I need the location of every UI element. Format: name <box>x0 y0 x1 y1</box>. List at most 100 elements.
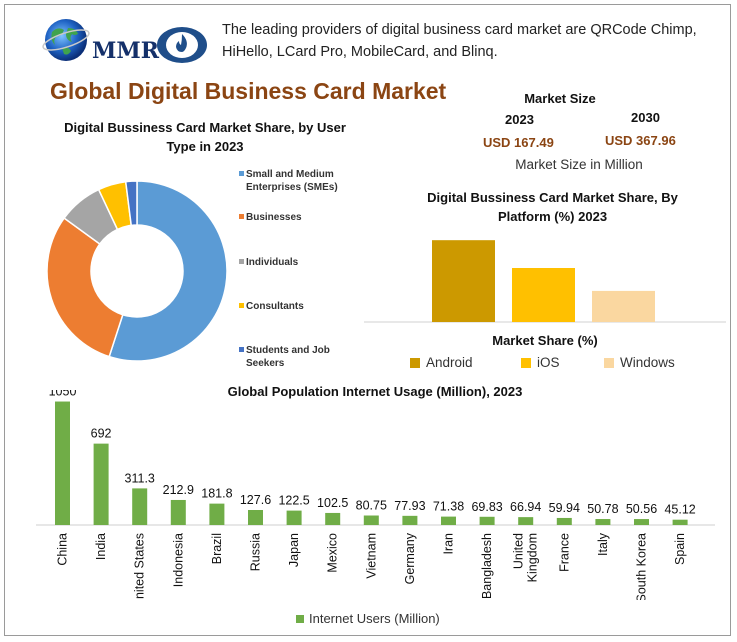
internet-category-label: Indonesia <box>171 533 185 587</box>
legend-swatch <box>239 303 244 308</box>
internet-category-label: Brazil <box>210 533 224 564</box>
flame-logo-icon <box>157 27 207 63</box>
internet-bar-value-label: 80.75 <box>356 499 387 513</box>
donut-legend-item-smes: Small and Medium Enterprises (SMEs) <box>239 168 346 194</box>
internet-category-label-text: Spain <box>673 533 687 565</box>
internet-bar <box>402 515 418 525</box>
internet-bar <box>672 519 688 525</box>
internet-bar <box>132 488 148 525</box>
internet-category-label: United Kingdom <box>512 533 540 582</box>
internet-category-label: Russia <box>249 533 263 571</box>
internet-category-label-text: United States <box>133 533 147 600</box>
platform-bar <box>512 268 575 322</box>
legend-swatch <box>239 214 244 219</box>
internet-bar-value-label: 181.8 <box>201 487 232 501</box>
internet-category-label-text: Mexico <box>326 533 340 573</box>
internet-bar <box>286 510 302 525</box>
internet-bar-value-label: 311.3 <box>125 471 155 485</box>
internet-bar <box>556 517 572 525</box>
market-size-year-start: 2023 <box>505 112 534 127</box>
donut-legend-item-businesses: Businesses <box>239 211 302 224</box>
internet-category-label-text: Germany <box>403 532 417 584</box>
internet-bar <box>248 509 263 525</box>
internet-bar-value-label: 692 <box>91 427 112 441</box>
legend-label: Businesses <box>246 212 302 223</box>
internet-bar <box>209 503 225 525</box>
infographic-frame <box>4 4 731 636</box>
internet-category-label: Japan <box>287 533 301 567</box>
legend-swatch <box>296 615 304 623</box>
legend-label: Small and Medium Enterprises (SMEs) <box>246 169 338 193</box>
platform-chart-xlabel: Market Share (%) <box>492 333 598 348</box>
legend-label: Students and Job Seekers <box>246 345 330 369</box>
platform-legend-android: Android <box>410 355 473 370</box>
internet-chart-title: Global Population Internet Usage (Millio… <box>227 384 523 399</box>
legend-label: Windows <box>620 355 675 370</box>
internet-bar-value-label: 59.94 <box>549 501 580 515</box>
legend-label: Internet Users (Million) <box>309 611 440 626</box>
platform-legend-ios: iOS <box>521 355 560 370</box>
legend-swatch <box>521 358 531 368</box>
market-size-year-end: 2030 <box>631 110 660 125</box>
globe-logo-icon <box>42 19 90 61</box>
internet-bar-value-label: 212.9 <box>163 483 194 497</box>
donut-chart <box>46 180 228 362</box>
internet-bar <box>634 519 649 525</box>
legend-swatch <box>410 358 420 368</box>
internet-category-label-text: Russia <box>249 533 263 571</box>
donut-legend-item-consultants: Consultants <box>239 300 304 313</box>
donut-chart-title: Digital Bussiness Card Market Share, by … <box>64 120 346 154</box>
internet-category-label-text: China <box>56 533 70 566</box>
internet-category-label-text: France <box>557 533 571 572</box>
internet-bar-value-label: 102.5 <box>317 496 348 510</box>
logo-text: MMR <box>92 38 159 64</box>
internet-bar-value-label: 69.83 <box>471 500 502 514</box>
internet-category-label: China <box>56 533 70 566</box>
internet-bar <box>170 499 186 525</box>
donut-legend-item-students: Students and Job Seekers <box>239 344 346 370</box>
legend-label: Consultants <box>246 301 304 312</box>
internet-category-label-text: South Korea <box>635 533 649 600</box>
internet-category-label: Vietnam <box>364 533 378 579</box>
internet-bar <box>441 516 456 525</box>
internet-category-label: Germany <box>403 532 417 584</box>
internet-bar <box>363 515 379 525</box>
legend-label: Individuals <box>246 257 299 268</box>
internet-bar-value-label: 77.93 <box>394 499 425 513</box>
internet-category-label: South Korea <box>635 533 649 600</box>
internet-category-label-text: Vietnam <box>364 533 378 579</box>
market-size-value-start: USD 167.49 <box>483 135 554 150</box>
donut-slice <box>124 180 138 227</box>
internet-category-label: Iran <box>442 533 456 555</box>
internet-bar-value-label: 50.78 <box>587 502 618 516</box>
market-size-title: Market Size <box>524 91 596 106</box>
donut-legend-item-individuals: Individuals <box>239 256 299 269</box>
donut-slice <box>108 180 228 362</box>
legend-label: iOS <box>537 355 560 370</box>
internet-bar <box>325 512 341 525</box>
internet-category-label: India <box>94 533 108 560</box>
legend-swatch <box>239 347 244 352</box>
internet-bar-value-label: 1050 <box>49 390 77 399</box>
internet-bar <box>55 401 70 525</box>
header-description: The leading providers of digital busines… <box>222 22 697 60</box>
internet-bar-value-label: 66.94 <box>510 500 541 514</box>
internet-category-label: Italy <box>596 532 610 556</box>
market-size-value-end: USD 367.96 <box>605 133 676 148</box>
internet-usage-bar-chart: 1050 China 692 India 311.3 United States 212.9… <box>36 390 715 600</box>
platform-bar <box>592 290 655 322</box>
internet-bar-value-label: 71.38 <box>433 500 464 514</box>
platform-chart-title: Digital Bussiness Card Market Share, By … <box>427 190 678 224</box>
internet-category-label-text: Bangladesh <box>480 533 494 599</box>
internet-category-label-text: Iran <box>442 533 456 555</box>
internet-category-label-text: India <box>94 533 108 560</box>
donut-slice <box>46 217 124 358</box>
market-size-unit-label: Market Size in Million <box>515 157 643 172</box>
internet-category-label-text: Indonesia <box>171 533 185 587</box>
internet-bar-value-label: 127.6 <box>240 493 271 507</box>
legend-swatch <box>239 259 244 264</box>
internet-category-label: United States <box>133 533 147 600</box>
internet-category-label: Spain <box>673 533 687 565</box>
internet-category-label-text: Japan <box>287 533 301 567</box>
internet-category-label-text: Italy <box>596 532 610 556</box>
